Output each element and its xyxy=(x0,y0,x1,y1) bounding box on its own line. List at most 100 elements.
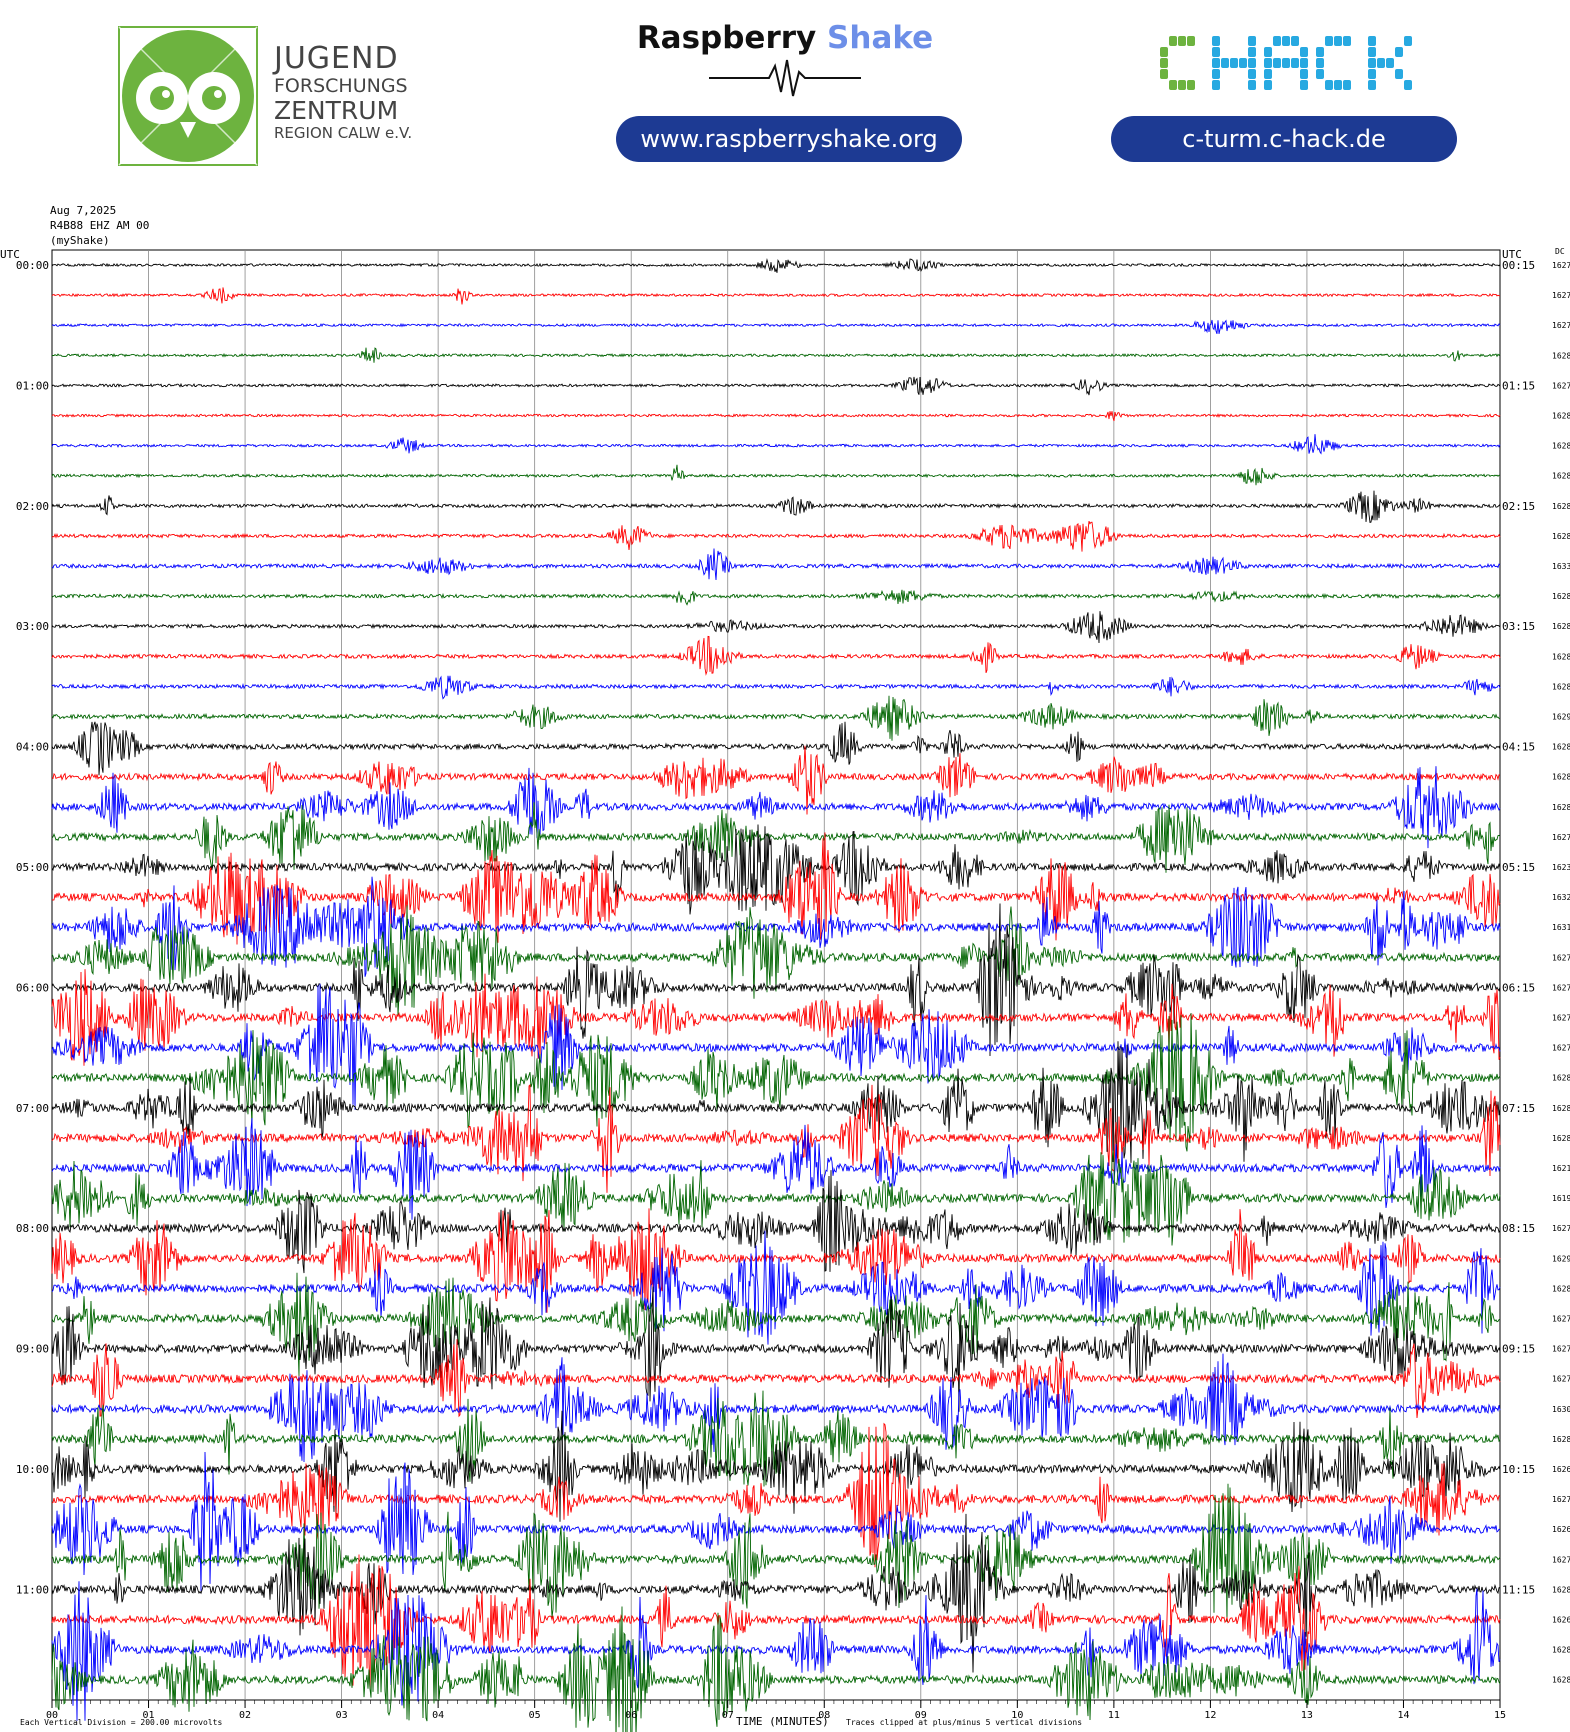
chack-dot xyxy=(1248,58,1256,68)
x-tick-label: 09 xyxy=(915,1710,927,1721)
dc-offset-label: 16285 xyxy=(1552,1134,1570,1143)
trace-row-22 xyxy=(51,876,1501,977)
chack-dot xyxy=(1169,36,1177,46)
left-axis-title: UTC xyxy=(0,248,20,261)
right-time-label: 07:15 xyxy=(1502,1102,1535,1115)
chack-dot xyxy=(1264,58,1272,68)
chack-dot xyxy=(1300,47,1308,57)
trace-row-5 xyxy=(51,411,1501,422)
chack-dot xyxy=(1325,36,1333,46)
footer-scale-note: Each Vertical Division = 200.00 microvol… xyxy=(20,1718,222,1727)
trace-row-14 xyxy=(51,675,1501,700)
chack-dot xyxy=(1187,80,1195,90)
brand-shake: Shake xyxy=(827,20,934,56)
x-tick-label: 07 xyxy=(722,1710,734,1721)
trace-row-23 xyxy=(51,905,1501,1017)
chack-dot xyxy=(1395,47,1403,57)
dc-offset-label: 16275 xyxy=(1552,1375,1570,1384)
header-date: Aug 7,2025 xyxy=(50,204,117,217)
chack-dot xyxy=(1291,58,1299,68)
chack-dot xyxy=(1368,69,1376,79)
dc-offset-label: 16273 xyxy=(1552,1555,1570,1564)
x-tick-label: 06 xyxy=(625,1710,637,1721)
chack-dot xyxy=(1300,80,1308,90)
chack-dot xyxy=(1334,36,1342,46)
dc-offset-label: 16279 xyxy=(1552,321,1570,330)
chack-logo xyxy=(1160,28,1420,98)
trace-row-8 xyxy=(51,490,1501,523)
trace-row-38 xyxy=(51,1353,1501,1463)
x-axis-label: TIME (MINUTES) xyxy=(736,1715,829,1728)
x-axis-ticks: 00 01 02 03 04 05 06 07 08 09 10 11 12 13 14 15 xyxy=(46,1700,1506,1721)
chack-dot xyxy=(1212,58,1220,68)
right-time-labels: 00:15 01:15 02:15 03:15 04:15 05:15 06:15 07:15… xyxy=(1502,259,1535,1596)
trace-row-21 xyxy=(51,832,1501,945)
trace-row-30 xyxy=(51,1118,1501,1220)
trace-row-26 xyxy=(51,983,1501,1110)
chack-dot xyxy=(1368,36,1376,46)
raspberry-shake-wordmark: Raspberry Shake xyxy=(600,20,970,56)
dc-offset-label: 16285 xyxy=(1552,1284,1570,1293)
footer-clip-note: Traces clipped at plus/minus 5 vertical … xyxy=(846,1718,1082,1727)
raspberry-shake-logo: Raspberry Shake xyxy=(600,20,970,170)
chack-dot xyxy=(1178,80,1186,90)
right-time-label: 11:15 xyxy=(1502,1583,1535,1596)
trace-row-24 xyxy=(51,903,1501,1057)
dc-offset-label: 16285 xyxy=(1552,743,1570,752)
dc-offset-label: 16278 xyxy=(1552,1224,1570,1233)
chack-dot xyxy=(1212,36,1220,46)
chack-dot xyxy=(1343,80,1351,90)
chack-dot xyxy=(1368,80,1376,90)
x-tick-label: 15 xyxy=(1494,1710,1506,1721)
trace-row-7 xyxy=(51,464,1501,486)
chack-dot xyxy=(1160,69,1168,79)
right-axis-title: UTC xyxy=(1502,248,1522,261)
chack-dot xyxy=(1248,36,1256,46)
left-time-labels: 00:00 01:00 02:00 03:00 04:00 05:00 06:00 07:00… xyxy=(16,259,49,1596)
dc-offset-label: 16267 xyxy=(1552,1616,1570,1625)
chack-dot xyxy=(1160,58,1168,68)
chack-dot xyxy=(1160,47,1168,57)
trace-row-3 xyxy=(51,347,1501,363)
x-tick-label: 12 xyxy=(1204,1710,1216,1721)
left-time-label: 07:00 xyxy=(16,1102,49,1115)
chack-dot xyxy=(1178,36,1186,46)
left-time-label: 04:00 xyxy=(16,741,49,754)
x-tick-label: 04 xyxy=(432,1710,444,1721)
raspberryshake-url-link[interactable]: www.raspberryshake.org xyxy=(616,116,962,162)
left-time-label: 05:00 xyxy=(16,861,49,874)
trace-row-20 xyxy=(51,824,1501,915)
dc-offset-label: 16277 xyxy=(1552,833,1570,842)
header-station: R4B88 EHZ AM 00 xyxy=(50,219,150,232)
trace-row-12 xyxy=(51,611,1501,644)
dc-offset-label: 16273 xyxy=(1552,1345,1570,1354)
trace-row-34 xyxy=(51,1230,1501,1345)
trace-row-15 xyxy=(51,695,1501,741)
left-time-label: 08:00 xyxy=(16,1222,49,1235)
dc-offset-label: 16322 xyxy=(1552,893,1570,902)
trace-row-41 xyxy=(51,1422,1501,1568)
dc-offset-label: 16276 xyxy=(1552,261,1570,270)
chack-dot xyxy=(1368,58,1376,68)
jugend-line4: REGION CALW e.V. xyxy=(274,124,413,142)
jugend-wordmark: JUGEND FORSCHUNGS ZENTRUM REGION CALW e.… xyxy=(274,44,412,141)
chack-url-link[interactable]: c-turm.c-hack.de xyxy=(1111,116,1457,162)
x-tick-label: 05 xyxy=(529,1710,541,1721)
dc-offset-label: 16279 xyxy=(1552,381,1570,390)
chack-dot xyxy=(1300,58,1308,68)
x-tick-label: 01 xyxy=(143,1710,155,1721)
trace-row-18 xyxy=(51,766,1501,849)
trace-row-29 xyxy=(51,1084,1501,1193)
chack-dot xyxy=(1386,58,1394,68)
dc-offset-label: 16283 xyxy=(1552,1585,1570,1594)
trace-row-4 xyxy=(51,376,1501,396)
chack-dot xyxy=(1316,69,1324,79)
right-time-label: 06:15 xyxy=(1502,981,1535,994)
right-time-label: 00:15 xyxy=(1502,259,1535,272)
